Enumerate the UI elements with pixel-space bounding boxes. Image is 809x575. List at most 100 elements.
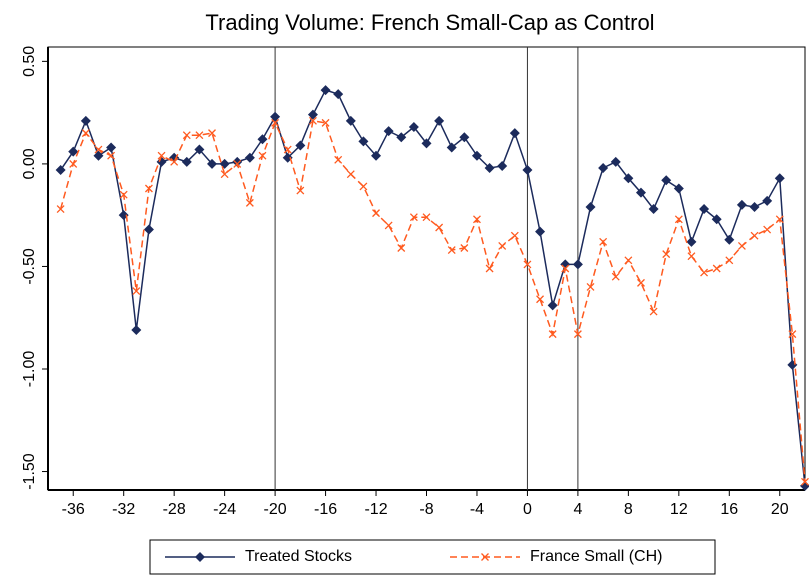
x-tick-label: 16 (720, 501, 738, 518)
diamond-marker (207, 158, 218, 169)
y-tick-label: 0.50 (21, 46, 38, 77)
diamond-marker (396, 132, 407, 143)
diamond-marker (736, 199, 747, 210)
diamond-marker (181, 156, 192, 167)
x-marker (573, 330, 582, 339)
x-marker (132, 287, 141, 296)
x-marker (119, 190, 128, 199)
x-marker (321, 118, 330, 127)
x-marker (346, 170, 355, 179)
diamond-marker (93, 150, 104, 161)
x-marker (737, 241, 746, 250)
diamond-marker (635, 187, 646, 198)
x-marker (662, 250, 671, 259)
diamond-marker (497, 160, 508, 171)
diamond-marker (55, 165, 66, 176)
x-marker (422, 213, 431, 222)
y-tick-label: -1.50 (21, 453, 38, 490)
x-marker (447, 246, 456, 255)
x-marker (195, 131, 204, 140)
diamond-marker (421, 138, 432, 149)
legend: Treated Stocks France Small (CH) (149, 539, 716, 575)
x-marker (712, 264, 721, 273)
x-tick-label: -4 (470, 501, 484, 518)
diamond-marker (648, 204, 659, 215)
x-marker (481, 553, 489, 561)
x-marker (586, 282, 595, 291)
x-marker (220, 170, 229, 179)
y-tick-label: 0.00 (21, 148, 38, 179)
x-marker (649, 307, 658, 316)
x-marker (523, 260, 532, 269)
diamond-marker (673, 183, 684, 194)
x-marker (498, 241, 507, 250)
x-marker (599, 237, 608, 246)
x-marker (510, 231, 519, 240)
diamond-marker (610, 156, 621, 167)
diamond-marker (661, 175, 672, 186)
x-marker (107, 151, 116, 160)
diamond-marker (358, 136, 369, 147)
x-marker (157, 151, 166, 160)
x-tick-label: -24 (213, 501, 236, 518)
diamond-marker (371, 150, 382, 161)
x-marker (94, 145, 103, 154)
x-marker (245, 198, 254, 207)
diamond-marker (711, 214, 722, 225)
x-tick-label: -16 (314, 501, 337, 518)
x-marker (69, 159, 78, 168)
y-tick-label: -1.00 (21, 351, 38, 388)
x-tick-label: 8 (624, 501, 633, 518)
x-marker (687, 252, 696, 261)
diamond-marker (307, 109, 318, 120)
diamond-marker (156, 156, 167, 167)
diamond-marker (295, 140, 306, 151)
series-line (59, 119, 806, 482)
x-marker (283, 145, 292, 154)
diamond-marker (232, 156, 243, 167)
legend-label: France Small (CH) (530, 548, 662, 565)
plot-frame (47, 46, 806, 491)
x-tick-label: -36 (62, 501, 85, 518)
diamond-marker (774, 173, 785, 184)
diamond-marker (270, 111, 281, 122)
legend-box (149, 539, 716, 575)
x-marker (775, 215, 784, 224)
diamond-marker (699, 204, 710, 215)
x-marker (359, 182, 368, 191)
x-marker (208, 129, 216, 138)
x-marker (548, 330, 557, 339)
x-marker (801, 477, 809, 486)
x-marker (144, 184, 153, 193)
x-marker (611, 272, 620, 281)
diamond-marker (195, 552, 205, 562)
x-marker (308, 116, 317, 125)
series-line (59, 89, 806, 486)
diamond-marker (244, 152, 255, 163)
x-marker (536, 295, 545, 304)
diamond-marker (471, 150, 482, 161)
diamond-marker (749, 201, 760, 212)
x-tick-label: -28 (163, 501, 186, 518)
diamond-marker (686, 236, 697, 247)
x-marker (485, 264, 494, 273)
x-marker (700, 268, 709, 277)
legend-label: Treated Stocks (245, 548, 352, 565)
x-marker (637, 278, 645, 287)
x-marker (460, 244, 469, 252)
x-marker (56, 205, 65, 213)
diamond-marker (408, 121, 419, 132)
x-marker (271, 118, 280, 127)
diamond-marker (572, 259, 583, 270)
diamond-marker (459, 132, 470, 143)
diamond-marker (446, 142, 457, 153)
x-marker (296, 186, 305, 195)
x-marker (233, 159, 242, 168)
x-tick-label: 4 (573, 501, 582, 518)
diamond-marker (80, 115, 91, 126)
x-tick-label: -12 (364, 501, 387, 518)
diamond-marker (282, 152, 293, 163)
chart-title: Trading Volume: French Small-Cap as Cont… (205, 10, 654, 35)
diamond-marker (787, 359, 798, 370)
x-marker (624, 256, 633, 265)
